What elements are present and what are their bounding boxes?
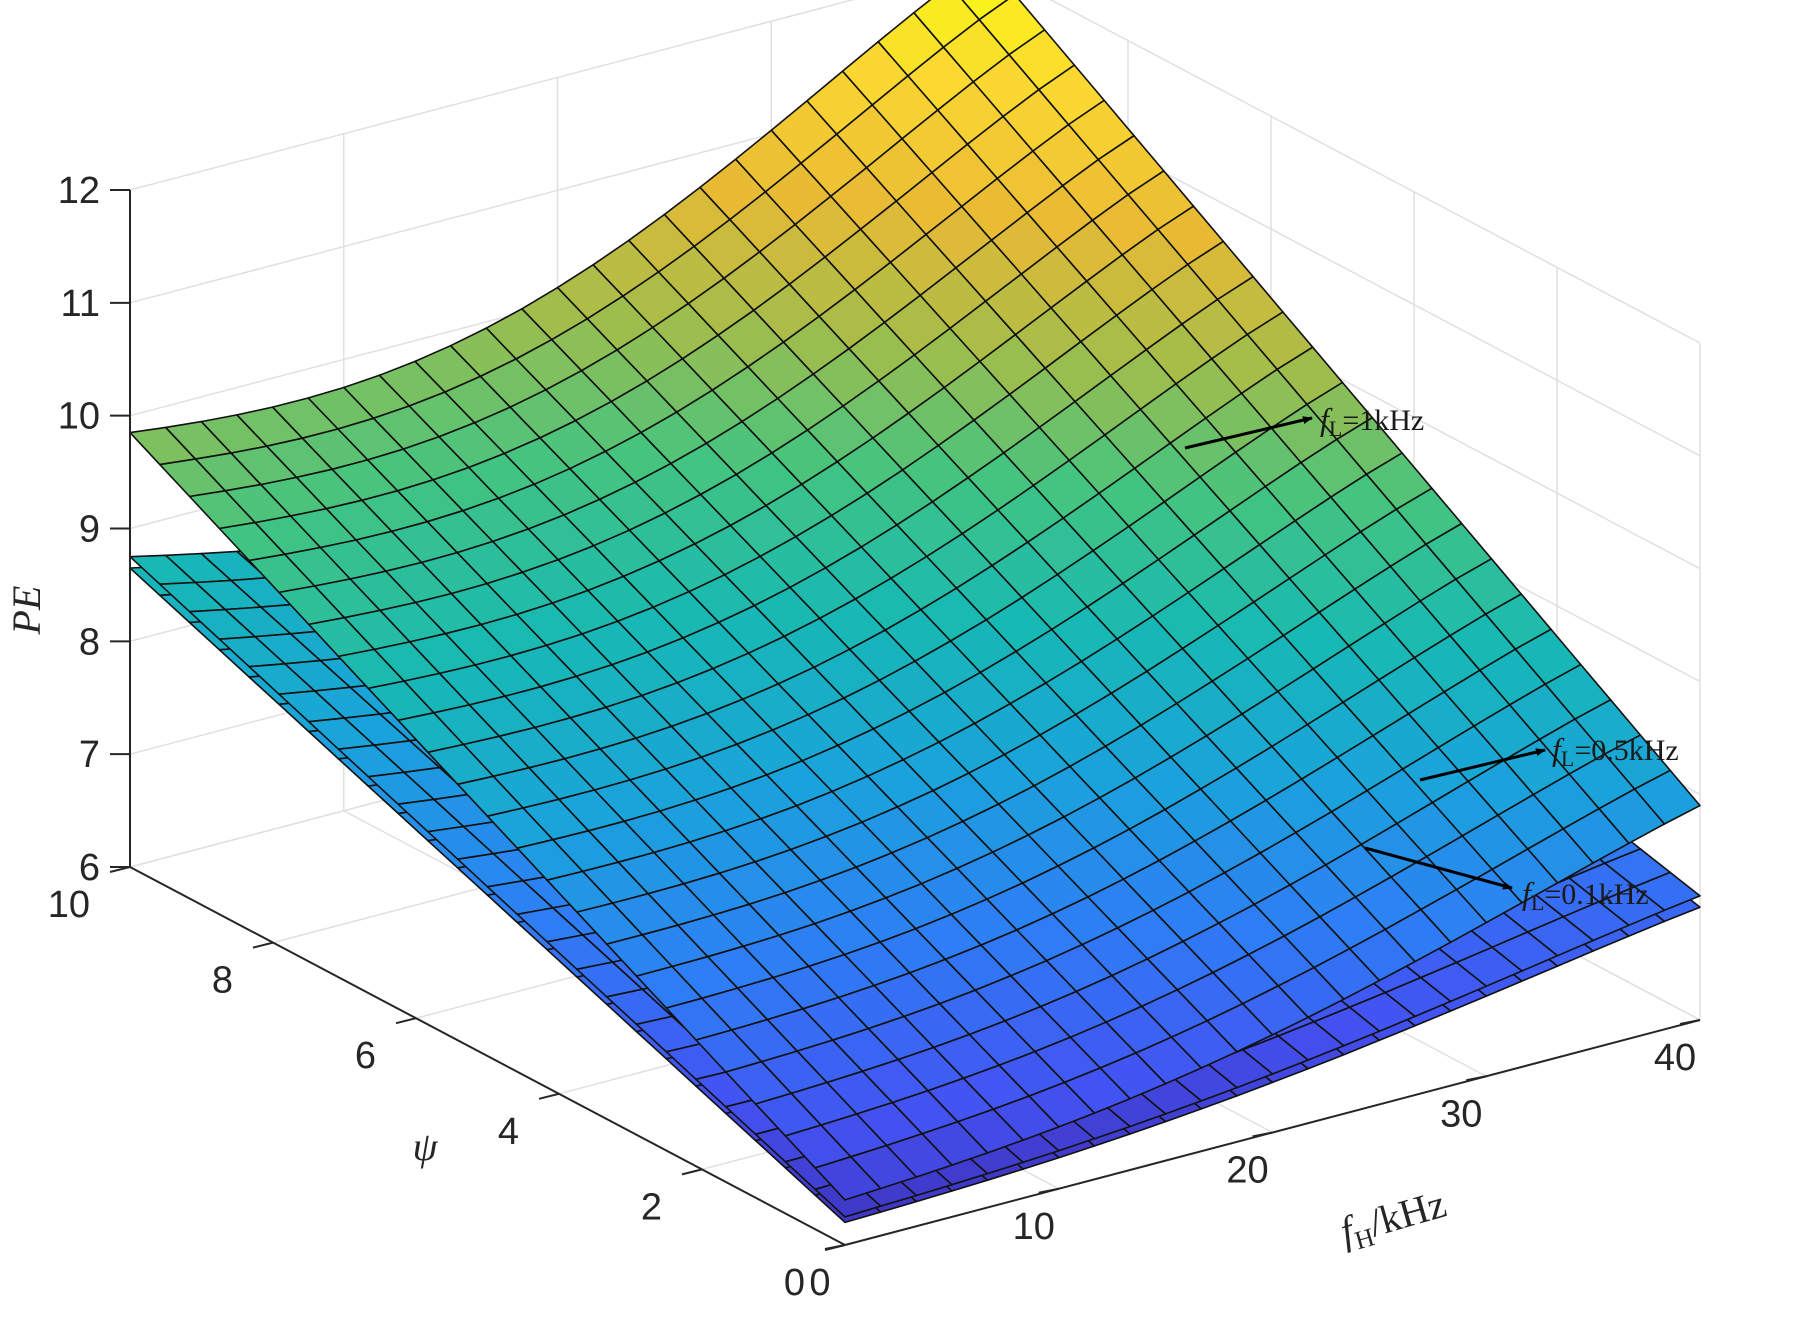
- z-tick-label: 12: [58, 170, 100, 212]
- z-tick-label: 6: [79, 847, 100, 889]
- x-tick-label: 30: [1440, 1093, 1482, 1135]
- surface-1kHz: [129, 0, 1701, 1201]
- y-tick: [824, 1244, 846, 1251]
- surface-patch: [814, 1156, 882, 1201]
- y-tick-label: 6: [355, 1035, 376, 1077]
- y-tick-label: 4: [498, 1111, 519, 1153]
- z-tick-label: 7: [79, 734, 100, 776]
- x-tick-label: 20: [1226, 1150, 1268, 1192]
- annotation-text-1khz: fL=1kHz: [1320, 401, 1424, 441]
- y-tick: [538, 1092, 560, 1100]
- y-axis-line: [129, 866, 846, 1246]
- y-tick: [395, 1017, 417, 1025]
- annotation-arrow-05khz: [1419, 748, 1546, 782]
- y-tick-label: 2: [641, 1186, 662, 1228]
- x-tick: [1038, 1187, 1059, 1194]
- x-tick: [1679, 1019, 1701, 1025]
- grid-line: [1049, 0, 1701, 344]
- y-tick-label: 10: [48, 884, 90, 926]
- x-tick-label: 10: [1013, 1206, 1055, 1248]
- annotation-text-05khz: fL=0.5kHz: [1552, 731, 1679, 771]
- x-tick-label: 40: [1654, 1037, 1696, 1079]
- z-axis-label: PE: [4, 586, 49, 636]
- y-tick-label: 8: [212, 960, 233, 1002]
- y-axis-label: ψ: [413, 1124, 439, 1169]
- annotation-fl-05khz: fL=0.5kHz: [1419, 731, 1679, 782]
- axes: [109, 189, 1701, 1251]
- x-tick-label: 0: [809, 1262, 830, 1304]
- y-tick: [681, 1168, 703, 1176]
- z-tick-label: 11: [61, 283, 100, 325]
- surfaces: [129, 0, 1701, 1224]
- x-axis-label-rest: /kHz: [1364, 1181, 1451, 1246]
- x-tick: [1466, 1075, 1487, 1082]
- x-axis-label: fH/kHz: [1335, 1181, 1452, 1259]
- annotation-fl-1khz: fL=1kHz: [1184, 401, 1424, 450]
- x-tick: [1252, 1131, 1273, 1138]
- z-tick-label: 10: [58, 396, 100, 438]
- z-tick-label: 9: [79, 509, 100, 551]
- y-tick: [252, 941, 274, 949]
- z-tick-label: 8: [79, 621, 100, 663]
- annotation-arrow-01khz: [1364, 846, 1513, 890]
- annotation-arrow-1khz: [1184, 416, 1313, 450]
- y-tick-label: 0: [784, 1262, 805, 1304]
- grid-line: [129, 0, 855, 191]
